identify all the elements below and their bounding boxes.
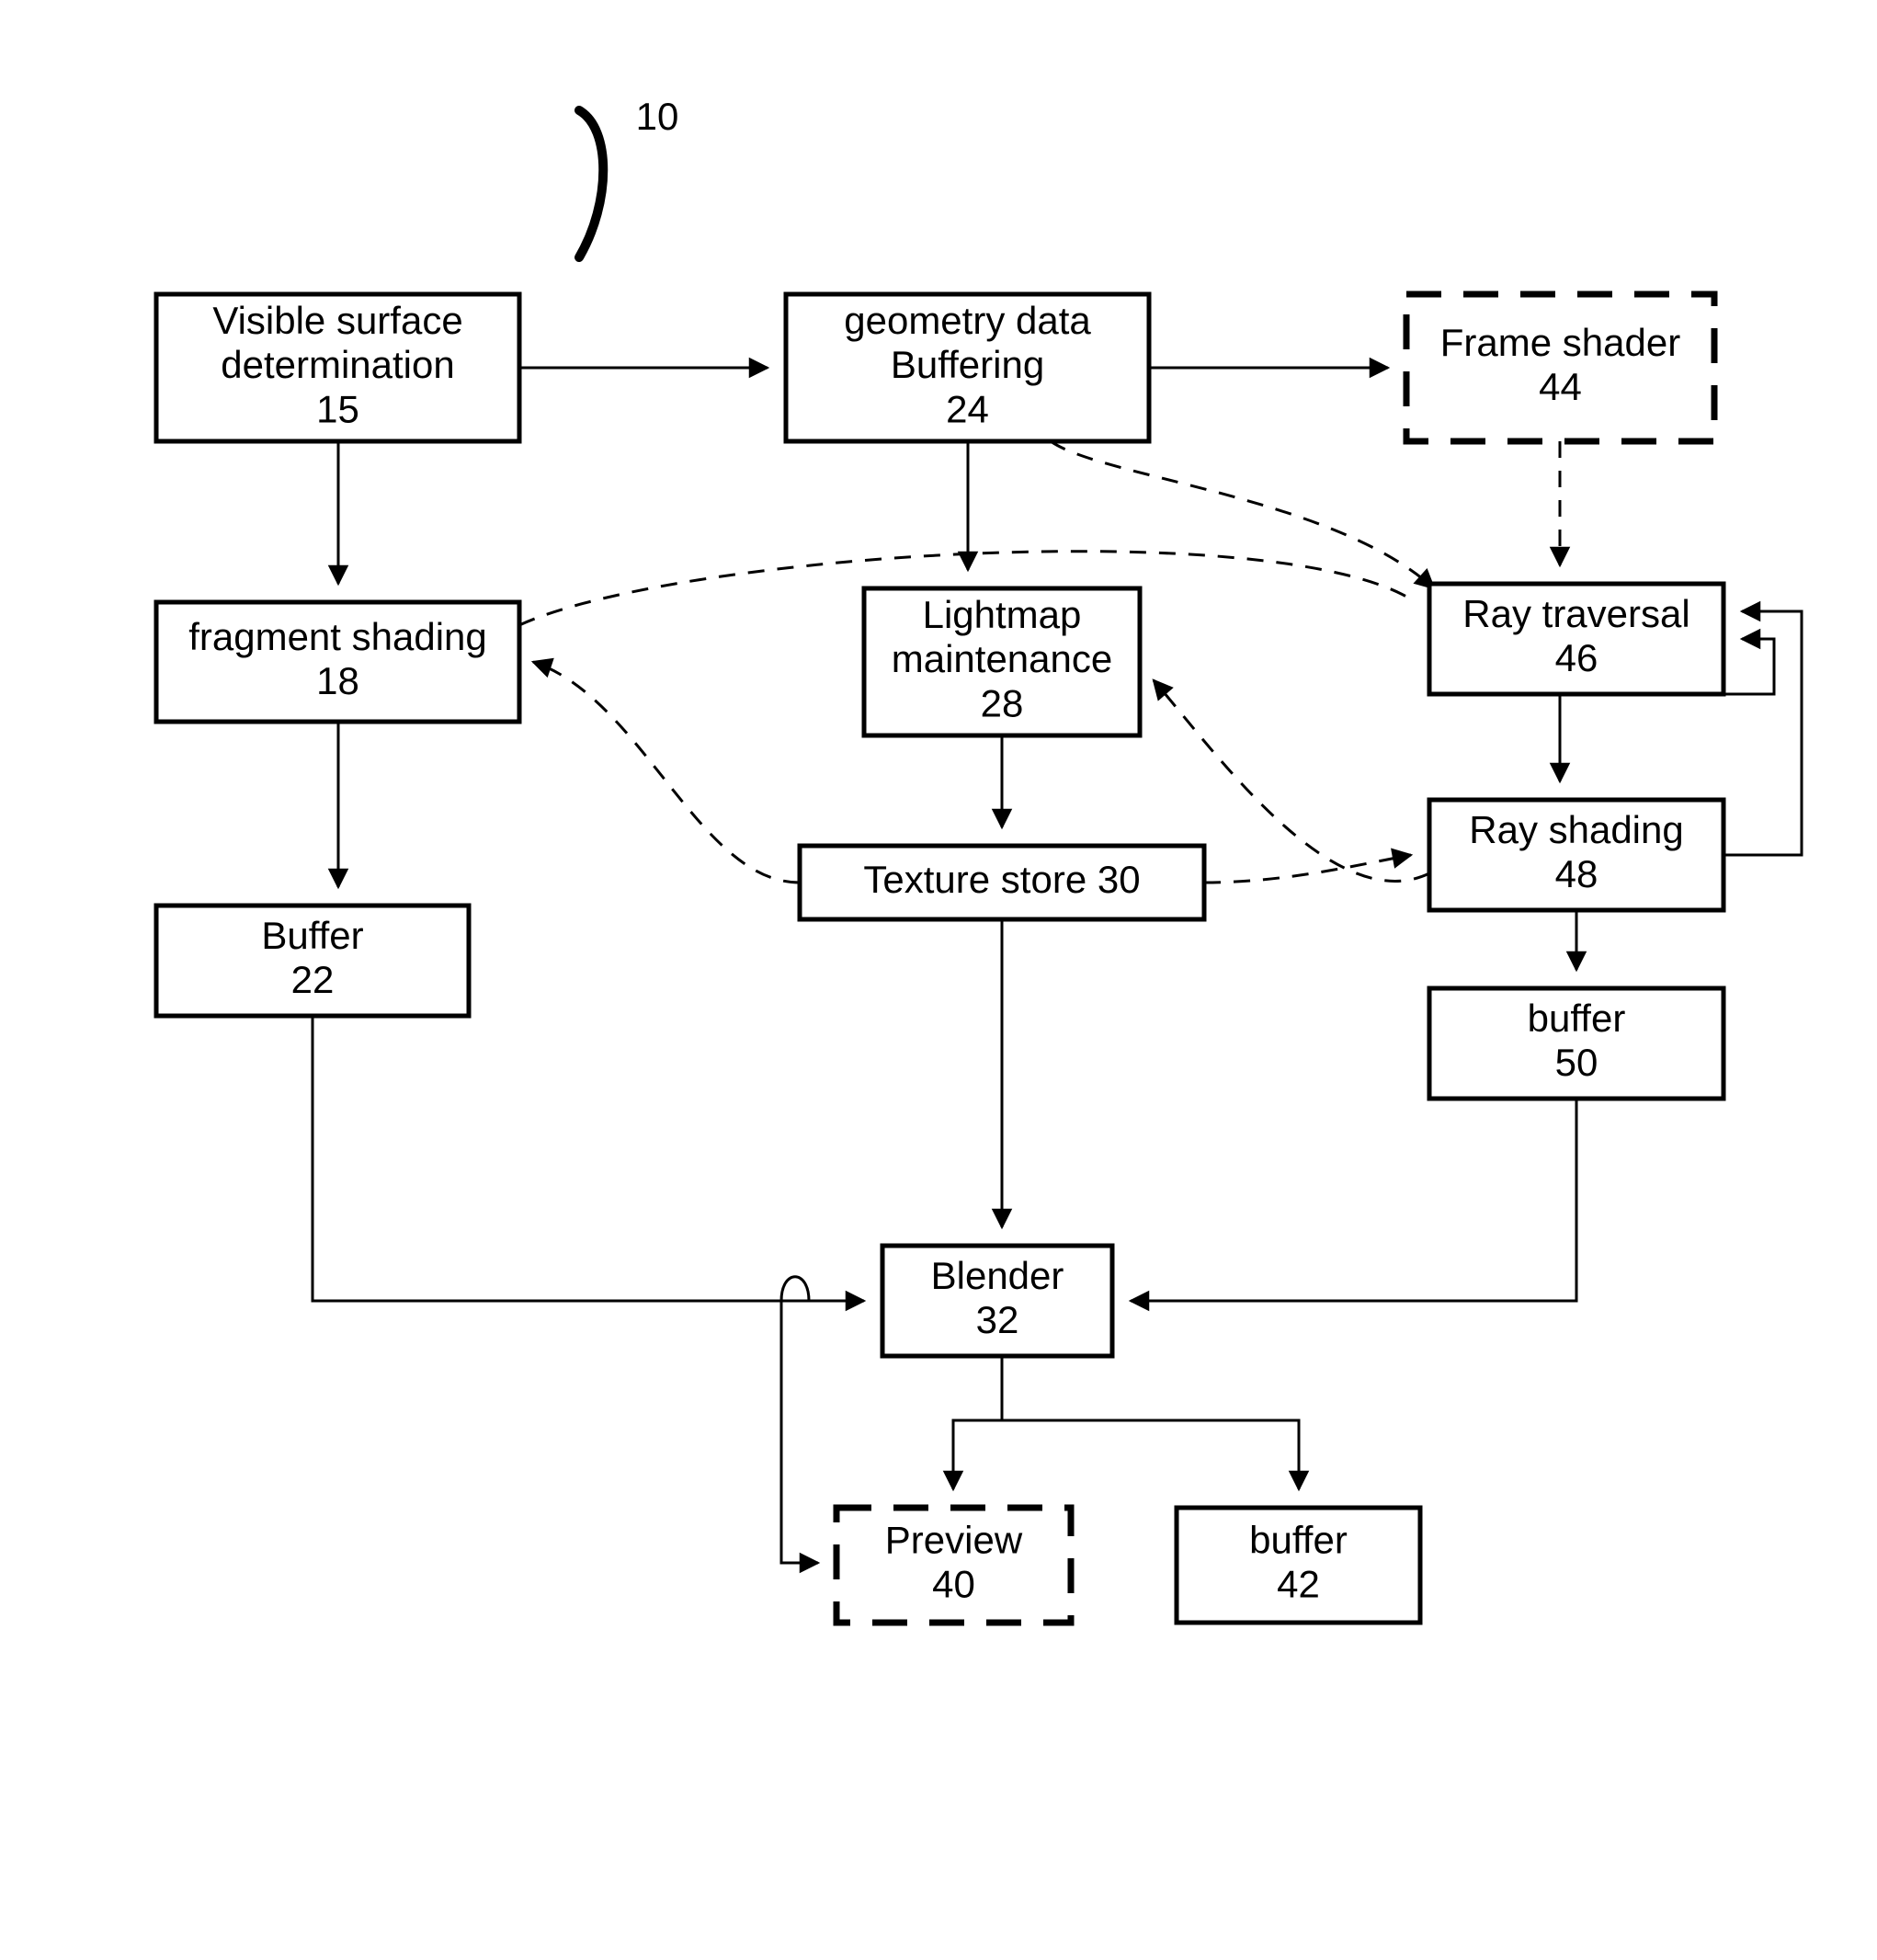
node-n22: Buffer22 [156, 906, 469, 1016]
node-n18: fragment shading18 [156, 602, 519, 722]
edge-17 [1051, 441, 1434, 588]
node-n44: Frame shader44 [1406, 294, 1714, 441]
node-label-n50-line1: 50 [1555, 1041, 1598, 1084]
node-label-n44-line0: Frame shader [1440, 321, 1680, 364]
node-label-n32-line1: 32 [976, 1298, 1019, 1341]
node-n50: buffer50 [1429, 988, 1723, 1099]
node-label-n18-line0: fragment shading [188, 615, 487, 658]
edge-19 [1204, 855, 1411, 883]
node-label-n28-line2: 28 [981, 681, 1024, 724]
node-label-n24-line1: Buffering [891, 343, 1044, 386]
node-label-n15-line1: determination [221, 343, 454, 386]
flowchart-canvas: Visible surfacedetermination15 geometry d… [0, 0, 1877, 1960]
node-label-n44-line1: 44 [1539, 365, 1582, 408]
node-label-n15-line0: Visible surface [212, 299, 462, 342]
node-n24: geometry dataBuffering24 [786, 294, 1149, 441]
edge-21 [533, 662, 800, 883]
node-n15: Visible surfacedetermination15 [156, 294, 519, 441]
nodes-layer: Visible surfacedetermination15 geometry d… [156, 294, 1723, 1623]
node-n32: Blender32 [882, 1246, 1112, 1356]
edge-9 [1723, 639, 1774, 694]
node-label-n48-line0: Ray shading [1469, 808, 1683, 851]
node-label-n42-line1: 42 [1277, 1563, 1320, 1606]
node-label-n32-line0: Blender [931, 1254, 1064, 1297]
node-label-n22-line0: Buffer [261, 914, 363, 957]
node-label-n40-line0: Preview [885, 1518, 1023, 1561]
edge-16 [781, 1277, 818, 1563]
node-label-n22-line1: 22 [291, 958, 335, 1001]
node-label-n18-line1: 18 [316, 659, 359, 702]
node-label-n28-line0: Lightmap [923, 593, 1082, 636]
edge-10 [1723, 611, 1802, 855]
edges-layer [313, 368, 1802, 1563]
edge-12 [313, 1016, 864, 1301]
node-label-n24-line0: geometry data [844, 299, 1091, 342]
node-label-n48-line1: 48 [1555, 852, 1598, 895]
edge-13 [1131, 1099, 1576, 1301]
node-n46: Ray traversal46 [1429, 584, 1723, 694]
node-n28: Lightmapmaintenance28 [864, 588, 1140, 735]
ref-hook-icon [579, 110, 603, 257]
node-n40: Preview40 [836, 1508, 1071, 1623]
node-n30: Texture store 30 [800, 846, 1204, 919]
node-label-n15-line2: 15 [316, 387, 359, 430]
node-label-n46-line0: Ray traversal [1462, 592, 1689, 635]
ref-label-text: 10 [636, 95, 679, 138]
node-label-n30-line0: Texture store 30 [863, 858, 1140, 901]
node-label-n28-line1: maintenance [892, 637, 1113, 680]
node-n48: Ray shading48 [1429, 800, 1723, 910]
edge-15 [1002, 1420, 1299, 1489]
node-label-n50-line0: buffer [1528, 997, 1626, 1040]
ref-label-10: 10 [579, 95, 678, 257]
edge-14 [953, 1356, 1002, 1489]
node-n42: buffer42 [1177, 1508, 1420, 1623]
node-label-n42-line0: buffer [1249, 1518, 1348, 1561]
node-label-n46-line1: 46 [1555, 636, 1598, 679]
node-label-n24-line2: 24 [946, 387, 989, 430]
node-label-n40-line1: 40 [932, 1563, 975, 1606]
